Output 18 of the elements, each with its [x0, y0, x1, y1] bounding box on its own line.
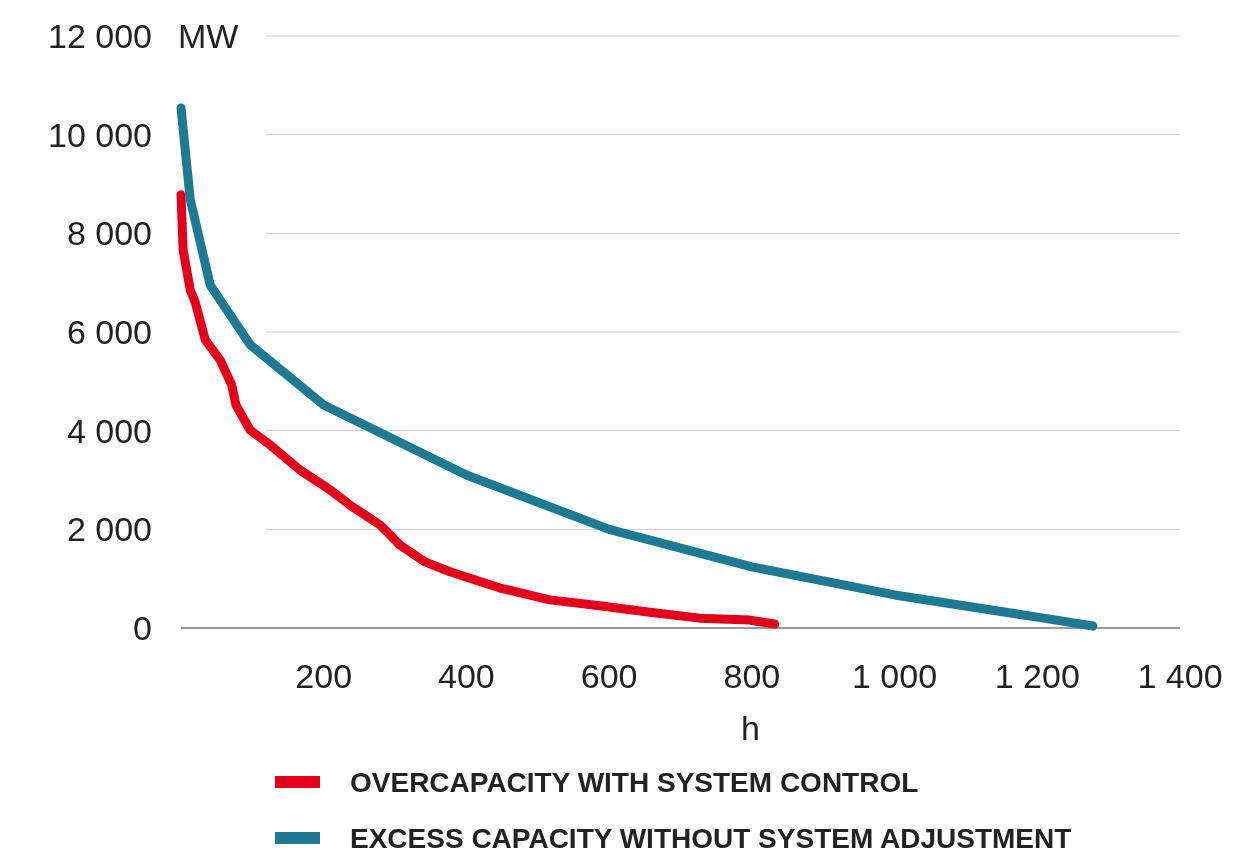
- legend-label: EXCESS CAPACITY WITHOUT SYSTEM ADJUSTMENT: [350, 822, 1072, 852]
- x-tick-label: 200: [295, 657, 353, 695]
- y-tick-label: 6 000: [66, 312, 152, 351]
- y-tick-label: 4 000: [66, 411, 152, 450]
- y-axis-title: MW: [178, 16, 239, 55]
- x-tick-label: 800: [723, 657, 781, 695]
- y-tick-label: 0: [133, 608, 152, 647]
- x-tick-label: 400: [438, 657, 495, 695]
- x-tick-label: 1 400: [1137, 657, 1223, 695]
- y-tick-label: 8 000: [66, 214, 152, 253]
- x-tick-label: 1 000: [852, 657, 938, 695]
- x-axis-title: h: [741, 709, 760, 747]
- y-tick-label: 12 000: [48, 16, 152, 55]
- y-tick-label: 2 000: [66, 510, 152, 549]
- y-tick-label: 10 000: [48, 115, 152, 154]
- x-tick-label: 600: [580, 657, 638, 695]
- legend-label: OVERCAPACITY WITH SYSTEM CONTROL: [350, 766, 919, 798]
- x-tick-label: 1 200: [994, 657, 1080, 695]
